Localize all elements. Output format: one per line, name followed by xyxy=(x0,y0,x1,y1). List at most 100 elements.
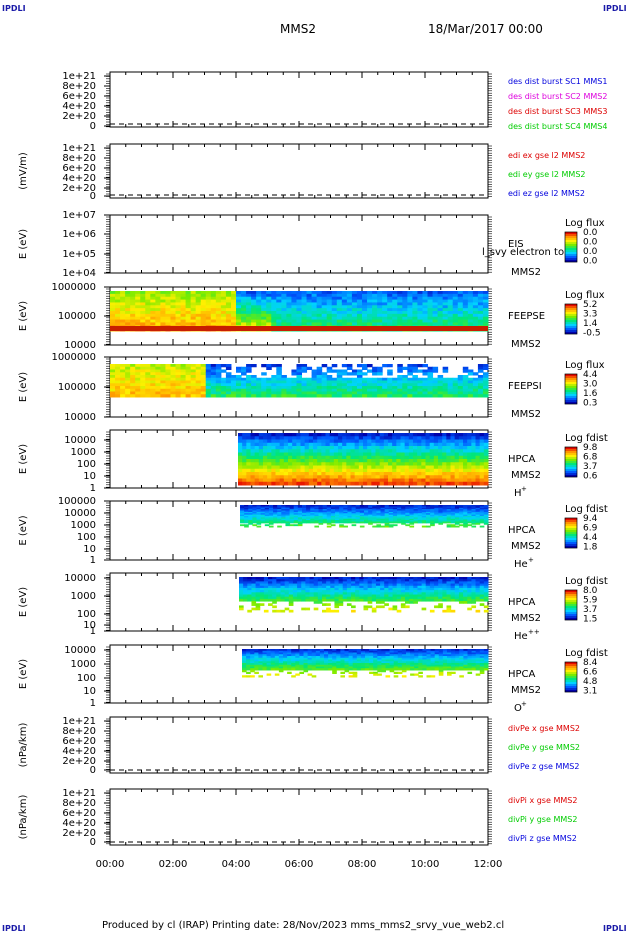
spectrogram-cell xyxy=(342,449,347,453)
spectrogram-cell xyxy=(407,305,413,309)
spectrogram-cell xyxy=(407,386,413,390)
spectrogram-cell xyxy=(263,433,268,437)
spectrogram-cell xyxy=(442,462,447,466)
spectrogram-cell xyxy=(310,513,315,516)
spectrogram-cell xyxy=(210,308,217,312)
spectrogram-cell xyxy=(477,302,484,306)
spectrogram-cell xyxy=(364,514,369,517)
spectrogram-cell xyxy=(426,521,431,524)
spectrogram-cell xyxy=(359,507,365,510)
spectrogram-cell xyxy=(367,299,373,303)
spectrogram-cell xyxy=(256,518,262,521)
spectrogram-cell xyxy=(392,462,397,466)
spectrogram-cell xyxy=(306,293,313,298)
spectrogram-cell xyxy=(482,296,489,301)
spectrogram-cell xyxy=(160,319,166,323)
spectrogram-cell xyxy=(331,299,338,303)
spectrogram-cell xyxy=(238,455,243,460)
spectrogram-cell xyxy=(150,375,156,379)
spectrogram-cell xyxy=(165,388,171,392)
spectrogram-cell xyxy=(220,296,227,301)
spectrogram-cell xyxy=(292,439,297,444)
spectrogram-cell xyxy=(160,291,166,295)
spectrogram-cell xyxy=(359,511,365,514)
spectrogram-cell xyxy=(482,375,489,379)
spectrogram-cell xyxy=(432,366,439,370)
spectrogram-cell xyxy=(266,322,272,326)
spectrogram-cell xyxy=(421,455,426,460)
spectrogram-cell xyxy=(289,520,295,522)
spectrogram-cell xyxy=(326,293,333,298)
spectrogram-cell xyxy=(246,380,252,384)
spectrogram-cell xyxy=(205,391,212,395)
spectrogram-cell xyxy=(452,302,459,306)
spectrogram-cell xyxy=(256,521,262,524)
spectrogram-cell xyxy=(421,436,426,440)
spectrogram-cell xyxy=(256,520,262,522)
spectrogram-cell xyxy=(442,311,449,315)
spectrogram-cell xyxy=(263,446,268,450)
spectrogram-cell xyxy=(392,481,397,486)
spectrogram-cell xyxy=(288,452,293,457)
spectrogram-cell xyxy=(292,481,297,486)
spectrogram-cell xyxy=(430,505,435,507)
spectrogram-cell xyxy=(442,452,447,457)
spectrogram-cell xyxy=(271,459,276,463)
spectrogram-cell xyxy=(422,311,429,315)
spectrogram-cell xyxy=(347,510,353,513)
spectrogram-cell xyxy=(479,442,485,447)
spectrogram-cell xyxy=(260,516,266,518)
spectrogram-cell xyxy=(283,478,289,483)
spectrogram-cell xyxy=(367,462,372,466)
colorbar-swatch xyxy=(565,246,577,249)
spectrogram-cell xyxy=(375,446,381,450)
spectrogram-cell xyxy=(363,478,368,483)
spectrogram-cell xyxy=(375,433,381,437)
spectrogram-cell xyxy=(210,366,217,370)
spectrogram-cell xyxy=(316,391,323,395)
spectrogram-cell xyxy=(404,452,410,457)
y-tick-label: 10000 xyxy=(64,412,96,423)
spectrogram-cell xyxy=(210,293,217,298)
spectrogram-cell xyxy=(413,517,419,520)
spectrogram-cell xyxy=(266,296,272,301)
spectrogram-cell xyxy=(471,522,477,525)
spectrogram-cell xyxy=(412,375,418,379)
spectrogram-cell xyxy=(145,377,151,381)
spectrogram-cell xyxy=(271,377,277,381)
spectrogram-cell xyxy=(479,449,485,453)
spectrogram-cell xyxy=(463,505,468,507)
colorbar-swatch xyxy=(565,528,577,531)
spectrogram-cell xyxy=(375,481,381,486)
spectrogram-cell xyxy=(293,506,299,509)
spectrogram-cell xyxy=(130,308,136,312)
spectrogram-cell xyxy=(316,313,323,318)
spectrogram-cell xyxy=(356,383,363,387)
spectrogram-cell xyxy=(397,518,402,521)
spectrogram-cell xyxy=(351,516,357,518)
spectrogram-cell xyxy=(471,462,476,466)
spectrogram-cell xyxy=(438,511,444,514)
spectrogram-cell xyxy=(427,391,434,395)
spectrogram-cell xyxy=(308,439,314,444)
spectrogram-cell xyxy=(463,452,468,457)
spectrogram-cell xyxy=(273,511,278,514)
spectrogram-cell xyxy=(452,380,459,384)
spectrogram-cell xyxy=(195,305,202,309)
spectrogram-cell xyxy=(205,293,212,298)
spectrogram-cell xyxy=(346,299,353,303)
spectrogram-cell xyxy=(463,509,468,511)
spectrogram-cell xyxy=(175,375,182,379)
colorbar-swatch xyxy=(565,606,577,609)
spectrogram-cell xyxy=(377,293,383,298)
spectrogram-cell xyxy=(362,308,368,312)
spectrogram-cell xyxy=(413,511,419,514)
spectrogram-cell xyxy=(387,299,393,303)
spectrogram-cell xyxy=(422,380,429,384)
spectrogram-cell xyxy=(326,322,333,326)
spectrogram-cell xyxy=(457,316,464,321)
spectrogram-cell xyxy=(442,316,449,321)
spectrogram-cell xyxy=(413,468,418,473)
spectrogram-cell xyxy=(326,291,333,295)
spectrogram-cell xyxy=(268,505,274,507)
